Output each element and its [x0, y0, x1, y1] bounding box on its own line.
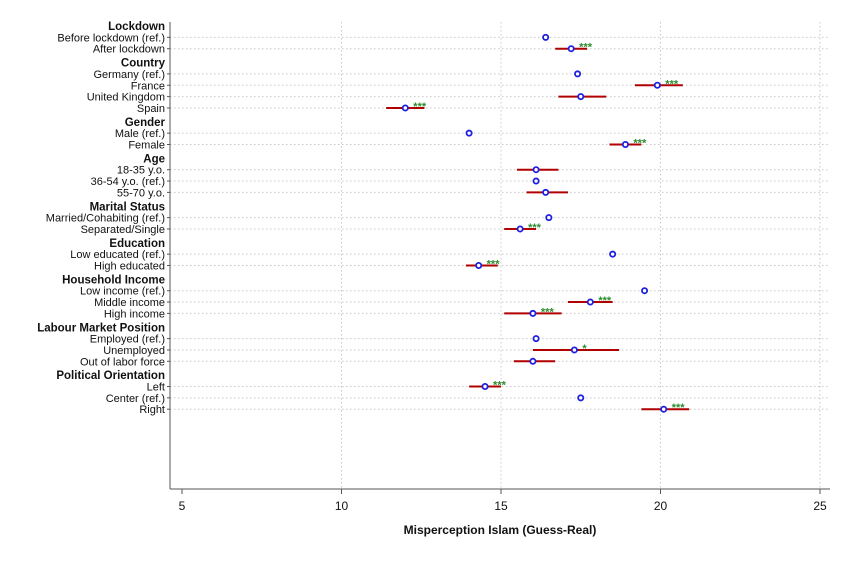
row-label: Middle income	[94, 297, 165, 309]
row-label: France	[131, 80, 165, 92]
significance-stars: ***	[579, 42, 593, 54]
x-tick-label: 5	[179, 499, 186, 513]
estimate-point	[660, 405, 668, 413]
row-label: High educated	[94, 261, 165, 273]
row-label: Employed (ref.)	[90, 334, 165, 346]
group-header-label: Gender	[125, 117, 166, 129]
row-label: Out of labor force	[80, 356, 165, 368]
significance-stars: ***	[413, 101, 427, 113]
estimate-point	[532, 177, 540, 185]
group-header-label: Country	[121, 58, 166, 70]
row-label: Center (ref.)	[106, 393, 165, 405]
estimate-point	[621, 140, 629, 148]
row-label: Married/Cohabiting (ref.)	[46, 213, 165, 225]
x-axis-title: Misperception Islam (Guess-Real)	[404, 523, 597, 537]
row-label: Left	[147, 382, 165, 394]
estimate-point	[542, 33, 550, 41]
significance-stars: ***	[528, 222, 542, 234]
row-label: Male (ref.)	[115, 128, 165, 140]
estimate-point	[653, 81, 661, 89]
estimate-point	[401, 104, 409, 112]
group-header-label: Labour Market Position	[37, 322, 165, 334]
estimate-point	[475, 261, 483, 269]
estimate-point	[516, 225, 524, 233]
group-header-label: Lockdown	[108, 21, 165, 33]
x-tick-label: 15	[494, 499, 508, 513]
estimate-point	[577, 394, 585, 402]
significance-stars: ***	[633, 138, 647, 150]
estimate-point	[532, 166, 540, 174]
estimate-point	[465, 129, 473, 137]
row-label: Right	[139, 404, 165, 416]
group-header-label: Marital Status	[90, 201, 165, 213]
estimate-point	[532, 335, 540, 343]
row-label: 36-54 y.o. (ref.)	[91, 176, 165, 188]
group-header-label: Age	[143, 153, 165, 165]
row-label: Germany (ref.)	[93, 69, 165, 81]
estimate-point	[641, 287, 649, 295]
group-header-label: Household Income	[62, 274, 165, 286]
row-label: Before lockdown (ref.)	[57, 32, 165, 44]
estimate-point	[574, 70, 582, 78]
estimate-point	[570, 346, 578, 354]
estimate-point	[609, 250, 617, 258]
row-label: Separated/Single	[81, 224, 165, 236]
estimate-point	[542, 188, 550, 196]
row-label: United Kingdom	[87, 92, 165, 104]
row-label: Low educated (ref.)	[70, 249, 165, 261]
group-header-label: Political Orientation	[56, 370, 165, 382]
significance-stars: ***	[493, 380, 507, 392]
significance-stars: *	[582, 343, 587, 355]
estimate-point	[529, 309, 537, 317]
estimate-point	[529, 357, 537, 365]
row-label: 18-35 y.o.	[117, 165, 165, 177]
estimate-point	[567, 45, 575, 53]
row-label: Female	[128, 140, 165, 152]
significance-stars: ***	[665, 78, 679, 90]
estimate-point	[577, 93, 585, 101]
row-label: High income	[104, 308, 165, 320]
x-tick-label: 10	[335, 499, 349, 513]
significance-stars: ***	[541, 306, 555, 318]
x-tick-label: 25	[813, 499, 827, 513]
row-label: After lockdown	[93, 44, 165, 56]
row-label: 55-70 y.o.	[117, 187, 165, 199]
x-tick-label: 20	[654, 499, 668, 513]
axis-layer: Misperception Islam (Guess-Real)	[169, 22, 830, 537]
significance-stars: ***	[487, 259, 501, 271]
group-header-label: Education	[109, 238, 165, 250]
estimate-point	[586, 298, 594, 306]
row-label: Spain	[137, 103, 165, 115]
marks-layer: *******************************	[386, 33, 690, 414]
significance-stars: ***	[672, 402, 686, 414]
estimate-point	[481, 382, 489, 390]
estimate-point	[545, 214, 553, 222]
row-label: Low income (ref.)	[80, 286, 165, 298]
significance-stars: ***	[598, 295, 612, 307]
row-label: Unemployed	[103, 345, 165, 357]
